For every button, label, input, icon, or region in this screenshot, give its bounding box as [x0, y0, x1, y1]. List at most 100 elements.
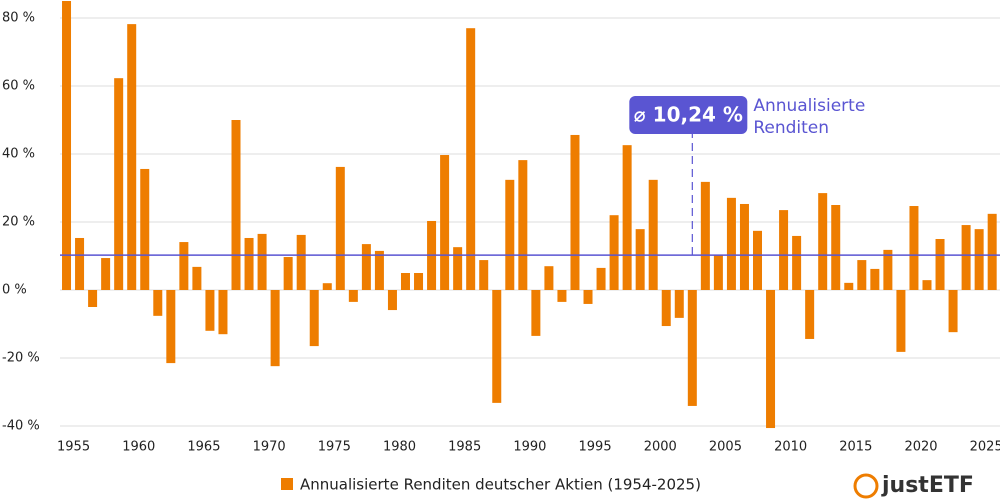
x-tick-label: 1990 [513, 440, 546, 455]
bar [244, 237, 254, 290]
bar [648, 179, 658, 290]
bar [739, 203, 749, 290]
bar [779, 210, 789, 290]
bar [870, 268, 880, 290]
bar [844, 282, 854, 290]
bar [387, 290, 397, 311]
bar [218, 290, 228, 335]
bar [753, 230, 763, 290]
x-tick-label: 1960 [122, 440, 155, 455]
bar [62, 1, 72, 290]
bar [570, 134, 580, 290]
x-tick-label: 1955 [57, 440, 90, 455]
y-tick-label: 0 % [2, 283, 27, 298]
average-annotation: Renditen [753, 118, 829, 138]
bar [557, 290, 567, 302]
bar [635, 229, 645, 290]
x-tick-label: 1995 [579, 440, 612, 455]
bar [127, 24, 137, 291]
legend-label: Annualisierte Renditen deutscher Aktien … [300, 476, 701, 494]
x-tick-label: 2020 [904, 440, 937, 455]
bar [101, 258, 111, 290]
bar [531, 290, 541, 336]
bar [596, 267, 606, 290]
x-tick-label: 1965 [187, 440, 220, 455]
x-tick-label: 2005 [709, 440, 742, 455]
bar [348, 290, 358, 302]
bar [335, 166, 345, 290]
bar [153, 290, 163, 316]
bar [374, 250, 384, 290]
bar [661, 290, 671, 327]
bar [961, 225, 971, 290]
bar [440, 155, 450, 290]
bar [544, 266, 554, 290]
bar [766, 290, 776, 429]
bar [140, 168, 150, 290]
bar [179, 242, 189, 290]
bar [166, 290, 176, 364]
bar [466, 28, 476, 290]
average-label: ⌀ 10,24 % [634, 103, 743, 127]
bar [805, 290, 815, 339]
bar [114, 78, 124, 291]
x-tick-label: 2000 [644, 440, 677, 455]
bar [726, 197, 736, 290]
y-tick-label: -20 % [2, 351, 40, 366]
x-tick-label: 2015 [839, 440, 872, 455]
bar [231, 120, 241, 290]
bar [322, 283, 332, 290]
brand-icon [853, 473, 879, 499]
brand: justETF [881, 473, 974, 498]
bar [192, 266, 202, 290]
bar [713, 254, 723, 290]
bar [622, 145, 632, 290]
bar [479, 260, 489, 290]
bar [896, 290, 906, 352]
y-tick-label: 80 % [2, 11, 35, 26]
y-tick-label: -40 % [2, 419, 40, 434]
bar [935, 239, 945, 290]
y-tick-label: 60 % [2, 79, 35, 94]
bar [987, 213, 997, 290]
y-tick-label: 20 % [2, 215, 35, 230]
y-tick-label: 40 % [2, 147, 35, 162]
bar [831, 205, 841, 290]
x-tick-label: 1970 [253, 440, 286, 455]
bar [674, 290, 684, 318]
average-annotation: Annualisierte [753, 96, 865, 116]
x-tick-label: 2025 [970, 440, 1000, 455]
bar [857, 260, 867, 290]
bar [583, 290, 593, 304]
bar [974, 229, 984, 290]
bar [909, 206, 919, 290]
bar [257, 233, 267, 290]
legend-swatch [281, 478, 293, 490]
bar [609, 215, 619, 290]
bar [883, 249, 893, 290]
bar [818, 193, 828, 290]
bar [361, 244, 371, 290]
bar [700, 181, 710, 290]
bar [205, 290, 215, 331]
x-tick-label: 1975 [318, 440, 351, 455]
bar [518, 160, 528, 290]
bar [270, 290, 280, 367]
bar [88, 290, 98, 307]
x-tick-label: 1985 [448, 440, 481, 455]
bar [505, 179, 515, 290]
average-badge [629, 96, 748, 134]
bar [922, 280, 932, 290]
bar [492, 290, 502, 403]
bar [948, 290, 958, 333]
bar [453, 247, 463, 290]
bar [309, 290, 319, 347]
bar [283, 257, 293, 290]
bar [400, 273, 410, 290]
bar [792, 235, 802, 290]
x-tick-label: 2010 [774, 440, 807, 455]
x-tick-label: 1980 [383, 440, 416, 455]
bar [687, 290, 697, 406]
bar [296, 234, 306, 290]
